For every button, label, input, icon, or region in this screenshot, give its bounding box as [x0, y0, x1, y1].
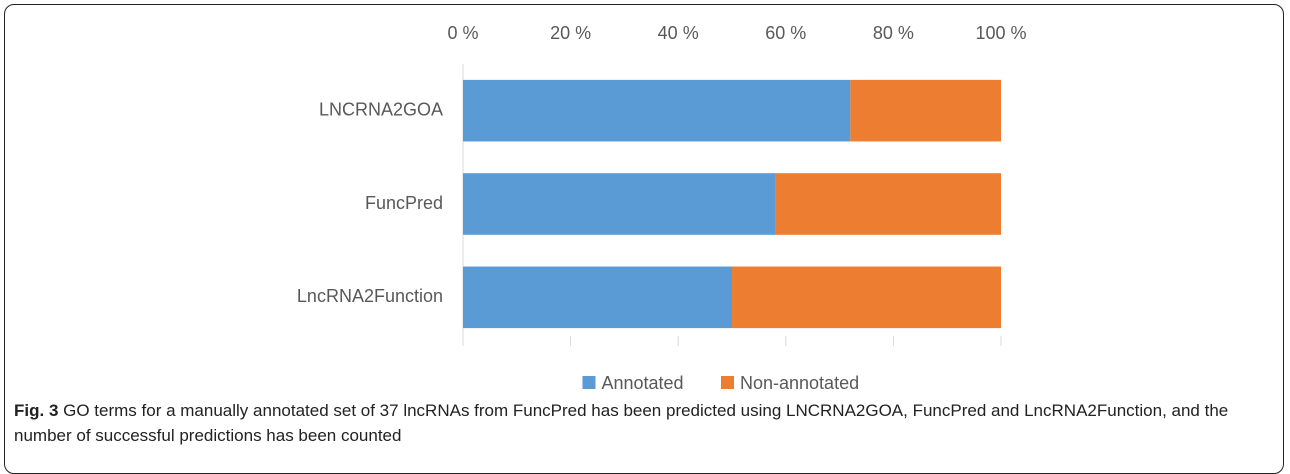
bar-segment [463, 266, 732, 329]
y-tick-label: LncRNA2Function [297, 286, 443, 306]
caption: Fig. 3 GO terms for a manually annotated… [14, 398, 1264, 448]
legend-swatch [582, 376, 596, 389]
x-tick-label: 0 % [447, 23, 478, 43]
x-tick-label: 20 % [550, 23, 591, 43]
y-tick-label: LNCRNA2GOA [319, 99, 443, 119]
page: 0 % 20 % 40 % 60 % 80 % 100 % LNCRNA2GOA FuncPr… [4, 4, 1284, 474]
x-tick-label: 40 % [658, 23, 699, 43]
bar-segment [463, 79, 851, 142]
x-tick-label: 100 % [975, 23, 1026, 43]
x-tick-label: 80 % [873, 23, 914, 43]
bar-segment [732, 266, 1001, 329]
caption-label: Fig. 3 [14, 401, 59, 420]
bar-segment [463, 173, 776, 235]
chart: 0 % 20 % 40 % 60 % 80 % 100 % LNCRNA2GOA FuncPr… [297, 23, 1027, 390]
x-tick-label: 60 % [765, 23, 806, 43]
legend-label: Non-annotated [740, 373, 859, 390]
caption-text: GO terms for a manually annotated set of… [14, 401, 1229, 445]
legend-label: Annotated [602, 373, 684, 390]
y-tick-label: FuncPred [365, 193, 443, 213]
legend-swatch [721, 376, 734, 389]
bar-segment [775, 173, 1001, 235]
bar-segment [850, 79, 1001, 142]
